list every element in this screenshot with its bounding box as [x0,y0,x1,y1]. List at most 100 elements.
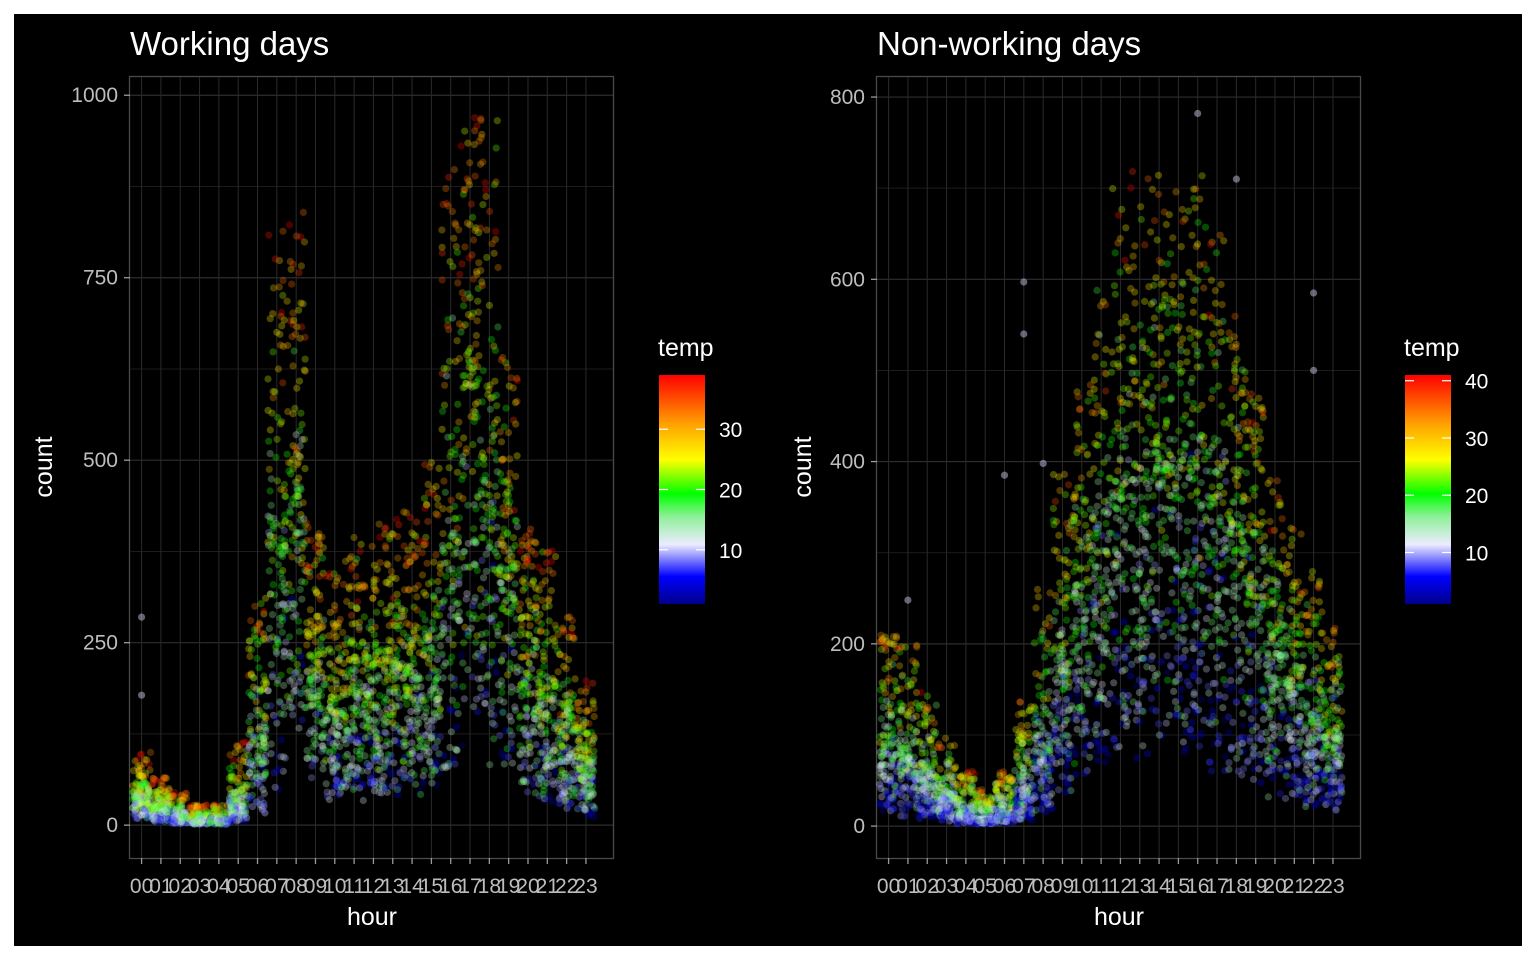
scatter-point [467,624,475,632]
scatter-point [245,741,253,749]
scatter-point [160,810,168,818]
scatter-point [451,760,459,768]
scatter-point [163,813,171,821]
working-days-legend-title: temp [658,334,714,362]
scatter-point [308,702,316,710]
scatter-point [376,559,384,567]
scatter-point [586,759,594,767]
scatter-point [288,280,296,288]
scatter-point [143,800,151,808]
scatter-point [361,582,369,590]
scatter-point [482,629,490,637]
scatter-point [160,814,168,822]
scatter-point [322,746,330,754]
scatter-point [586,800,594,809]
scatter-point [585,770,593,778]
scatter-point [932,701,940,709]
scatter-point [135,796,143,804]
scatter-point [941,734,950,742]
scatter-point [567,757,576,766]
scatter-point [140,805,149,813]
scatter-point [139,807,148,815]
scatter-point [464,139,472,147]
scatter-point [542,762,550,770]
scatter-point [170,792,178,800]
scatter-point [493,492,501,500]
scatter-point [880,684,888,692]
scatter-point [150,811,159,819]
scatter-point [151,804,159,812]
scatter-point [154,794,162,803]
scatter-point [267,501,275,509]
scatter-point [877,715,886,723]
scatter-point [513,452,521,460]
scatter-point [446,505,454,513]
scatter-point [154,788,162,796]
scatter-point [531,550,539,558]
scatter-point [527,525,535,533]
scatter-point [359,796,367,805]
scatter-point [145,760,153,768]
scatter-point [131,794,139,802]
scatter-point [891,677,899,685]
scatter-point [485,301,493,309]
scatter-point [573,724,581,732]
scatter-point [289,260,297,268]
scatter-point [165,786,173,794]
scatter-point [299,499,307,507]
scatter-point [937,801,945,809]
scatter-point [889,806,898,814]
scatter-point [281,703,289,711]
scatter-point [131,757,139,765]
scatter-point [879,703,887,712]
scatter-point [470,525,478,533]
scatter-point [401,731,409,739]
scatter-point [156,818,164,826]
scatter-point [283,450,291,458]
scatter-point [470,536,478,544]
scatter-point [471,172,479,180]
scatter-point [898,672,906,680]
scatter-point [176,802,184,810]
scatter-point [298,554,306,562]
scatter-point [165,809,173,817]
scatter-point [141,782,149,790]
scatter-point [455,572,463,580]
scatter-point [363,642,371,650]
scatter-point [152,804,160,812]
scatter-point [138,772,146,780]
scatter-point [502,404,510,412]
scatter-point [504,491,512,499]
scatter-point [554,631,562,639]
scatter-point [456,270,464,278]
scatter-point [516,742,524,750]
scatter-point [141,769,150,777]
scatter-point [438,249,446,257]
scatter-point [267,750,275,758]
scatter-point [275,283,283,291]
scatter-point [1033,585,1042,594]
scatter-point [267,702,275,710]
scatter-point [169,818,178,826]
scatter-point [274,561,282,569]
scatter-point [162,818,170,826]
scatter-point [161,807,169,815]
scatter-point [488,513,497,521]
scatter-point [432,482,440,491]
scatter-point [176,813,184,821]
scatter-point [144,784,152,792]
scatter-point [313,717,321,725]
scatter-point [139,805,147,814]
scatter-point [134,789,142,797]
scatter-point [509,534,517,542]
scatter-point [488,641,496,649]
scatter-point [327,673,335,682]
scatter-point [139,772,147,780]
scatter-point [161,814,170,822]
scatter-point [149,814,157,822]
scatter-point [430,625,438,633]
scatter-point [896,662,904,670]
scatter-point [225,774,233,782]
scatter-point [151,801,159,809]
scatter-point [465,177,473,185]
